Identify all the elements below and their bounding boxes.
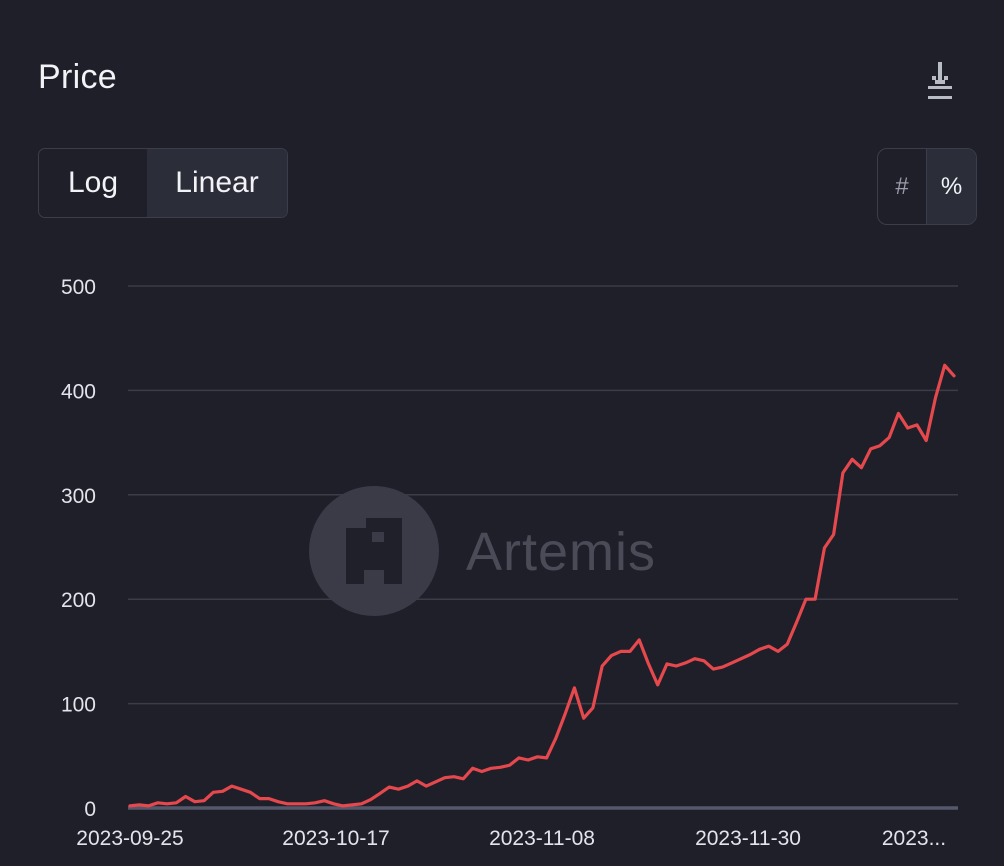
y-tick-label: 0 <box>84 798 96 821</box>
y-tick-label: 100 <box>61 694 96 717</box>
x-tick-label: 2023-10-17 <box>282 827 389 850</box>
x-tick-label: 2023-11-08 <box>489 827 595 850</box>
x-axis-ticks: 2023-09-25 2023-10-17 2023-11-08 2023-11-30… <box>76 827 946 850</box>
y-tick-label: 200 <box>61 589 96 612</box>
x-tick-label: 2023... <box>882 827 946 850</box>
unit-toggle: # % <box>877 148 977 225</box>
download-button[interactable] <box>920 60 960 104</box>
y-tick-label: 500 <box>61 276 96 299</box>
log-scale-button[interactable]: Log <box>67 166 119 199</box>
watermark: Artemis <box>309 486 656 616</box>
watermark-text: Artemis <box>466 522 656 582</box>
absolute-value-button[interactable]: # <box>878 149 927 224</box>
download-icon <box>928 62 952 99</box>
artemis-logo-mark <box>346 518 402 584</box>
percent-change-button[interactable]: % <box>927 149 976 224</box>
price-series-line <box>128 363 956 808</box>
chart-title: Price <box>38 58 117 96</box>
y-axis-ticks: 0 100 200 300 400 500 <box>61 276 96 821</box>
grid-lines <box>128 285 958 810</box>
y-tick-label: 300 <box>61 485 96 508</box>
linear-scale-button[interactable]: Linear <box>147 149 287 217</box>
x-tick-label: 2023-09-25 <box>76 827 183 850</box>
y-tick-label: 400 <box>61 380 96 403</box>
x-tick-label: 2023-11-30 <box>695 827 801 850</box>
scale-toggle: Log Linear <box>38 148 288 218</box>
